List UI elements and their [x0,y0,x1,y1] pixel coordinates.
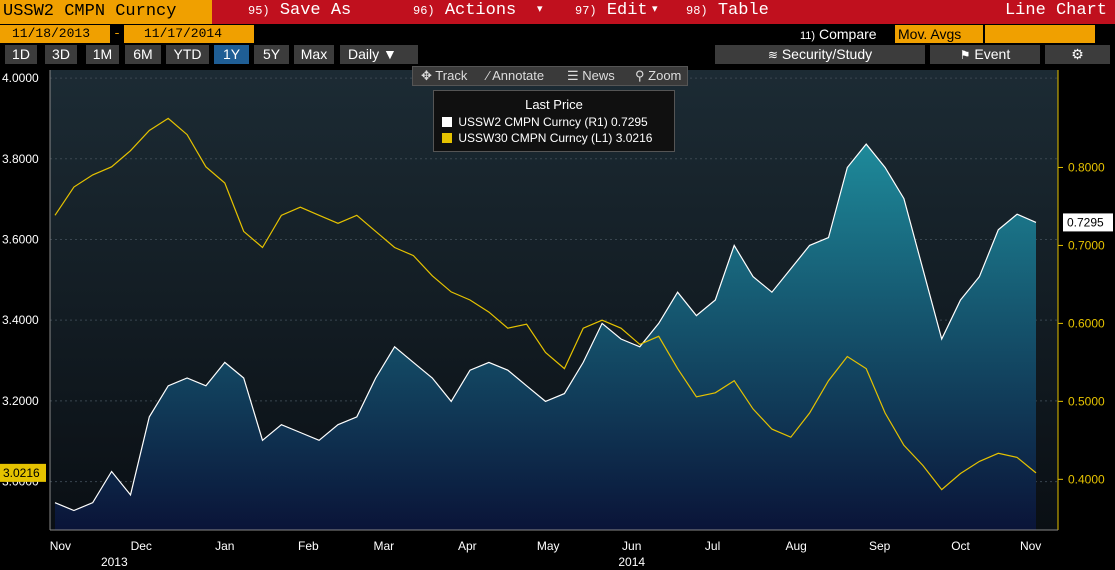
left-axis-tick: 3.2000 [2,394,39,408]
period-3d-button[interactable]: 3D [45,45,77,64]
x-axis-month-label: Jul [705,539,720,553]
actions-number: 96) [413,4,435,18]
track-icon: ✥ [421,68,432,83]
ticker-field[interactable]: USSW2 CMPN Curncy [0,0,212,24]
compare-number: 11) [800,30,816,42]
news-tool[interactable]: ☰ News [567,67,615,85]
edit-menu[interactable]: 97) Edit [575,0,648,24]
left-axis-tick: 3.8000 [2,152,39,166]
settings-button[interactable]: ⚙ [1045,45,1110,64]
event-button[interactable]: ⚑ Event [930,45,1040,64]
security-study-icon: ≋ [767,48,778,62]
legend-item-ussw30: USSW30 CMPN Curncy (L1) 3.0216 [442,131,652,146]
zoom-tool[interactable]: ⚲ Zoom [635,67,681,85]
track-tool[interactable]: ✥ Track [421,67,467,85]
right-last-value-tag [1063,213,1113,232]
chart-toolbar: ✥ Track ∕ Annotate ☰ News ⚲ Zoom [412,66,688,86]
right-axis-tick: 0.6000 [1068,316,1105,330]
frequency-label: Daily [348,46,380,62]
right-last-value-text: 0.7295 [1067,215,1104,229]
legend-swatch-ussw2 [442,117,452,127]
table-number: 98) [686,4,708,18]
edit-number: 97) [575,4,597,18]
actions-caret-icon: ▾ [537,3,543,15]
zoom-label: Zoom [648,68,682,83]
save-as-number: 95) [248,4,270,18]
x-axis-month-label: Dec [131,539,152,553]
x-axis-month-label: Oct [951,539,970,553]
period-1y-button[interactable]: 1Y [214,45,249,64]
table-label: Table [717,1,769,20]
annotate-tool[interactable]: ∕ Annotate [487,67,544,85]
period-1m-button[interactable]: 1M [86,45,119,64]
left-axis-tick: 3.4000 [2,313,39,327]
right-axis-tick: 0.8000 [1068,160,1105,174]
frequency-dropdown[interactable]: Daily ▼ [340,45,418,64]
legend-item-ussw2: USSW2 CMPN Curncy (R1) 0.7295 [442,115,648,130]
line-chart-title: Line Chart [1004,1,1107,20]
right-axis-tick: 0.5000 [1068,394,1105,408]
series-line-ussw30 [54,117,1037,491]
x-axis-month-label: May [537,539,560,553]
save-as-label: Save As [279,1,352,20]
x-axis-month-label: Feb [298,539,319,553]
date-separator: - [112,25,122,43]
track-label: Track [435,68,468,83]
actions-menu[interactable]: 96) Actions [413,0,516,24]
event-icon: ⚑ [959,48,971,62]
gear-icon: ⚙ [1071,46,1084,62]
right-axis-tick: 0.7000 [1068,238,1105,252]
left-last-value-text: 3.0216 [3,466,40,480]
date-row [0,24,1115,44]
series-area-ussw2 [55,144,1036,530]
edit-label: Edit [606,1,648,20]
left-axis-tick: 4.0000 [2,71,39,85]
x-axis-year-label: 2014 [618,555,645,569]
news-label: News [582,68,615,83]
chart-area[interactable]: 3.00003.20003.40003.60003.80004.00000.40… [0,65,1115,570]
x-axis-month-label: Mar [373,539,394,553]
save-as-menu[interactable]: 95) Save As [248,0,351,24]
period-ytd-button[interactable]: YTD [166,45,209,64]
annotate-icon: ∕ [487,68,490,83]
frequency-caret-icon: ▼ [383,46,397,62]
compare-label: Compare [818,26,877,42]
x-axis-month-label: Apr [458,539,477,553]
actions-label: Actions [444,1,517,20]
x-axis-month-label: Sep [869,539,891,553]
legend-title: Last Price [525,97,583,112]
legend-label-ussw2: USSW2 CMPN Curncy (R1) 0.7295 [458,115,648,129]
security-study-button[interactable]: ≋ Security/Study [715,45,925,64]
security-study-label: Security/Study [781,46,873,62]
series-line-ussw2 [54,143,1037,512]
edit-caret-icon: ▾ [652,3,658,15]
legend-swatch-ussw30 [442,133,452,143]
x-axis-month-label: Nov [1020,539,1041,553]
period-6m-button[interactable]: 6M [125,45,161,64]
start-date-field[interactable]: 11/18/2013 [0,25,110,43]
mov-avgs-field[interactable]: Mov. Avgs [895,25,983,43]
left-axis-tick: 3.6000 [2,232,39,246]
compare-button[interactable]: 11) Compare [800,25,877,43]
mov-avgs-field-extension[interactable] [985,25,1095,43]
news-icon: ☰ [567,68,579,83]
annotate-label: Annotate [492,68,545,83]
left-last-value-tag [0,463,46,482]
table-menu[interactable]: 98) Table [686,0,769,24]
right-axis-tick: 0.4000 [1068,472,1105,486]
period-max-button[interactable]: Max [294,45,334,64]
x-axis-year-label: 2013 [101,555,128,569]
x-axis-month-label: Aug [785,539,806,553]
period-5y-button[interactable]: 5Y [254,45,289,64]
legend-label-ussw30: USSW30 CMPN Curncy (L1) 3.0216 [458,131,653,145]
event-label: Event [974,46,1011,62]
x-axis-month-label: Jun [622,539,641,553]
line-chart[interactable]: 3.00003.20003.40003.60003.80004.00000.40… [0,65,1115,570]
x-axis-month-label: Nov [50,539,71,553]
end-date-field[interactable]: 11/17/2014 [124,25,254,43]
x-axis-month-label: Jan [215,539,234,553]
chart-legend[interactable]: Last Price USSW2 CMPN Curncy (R1) 0.7295… [433,90,675,152]
zoom-icon: ⚲ [635,68,645,83]
period-1d-button[interactable]: 1D [5,45,37,64]
